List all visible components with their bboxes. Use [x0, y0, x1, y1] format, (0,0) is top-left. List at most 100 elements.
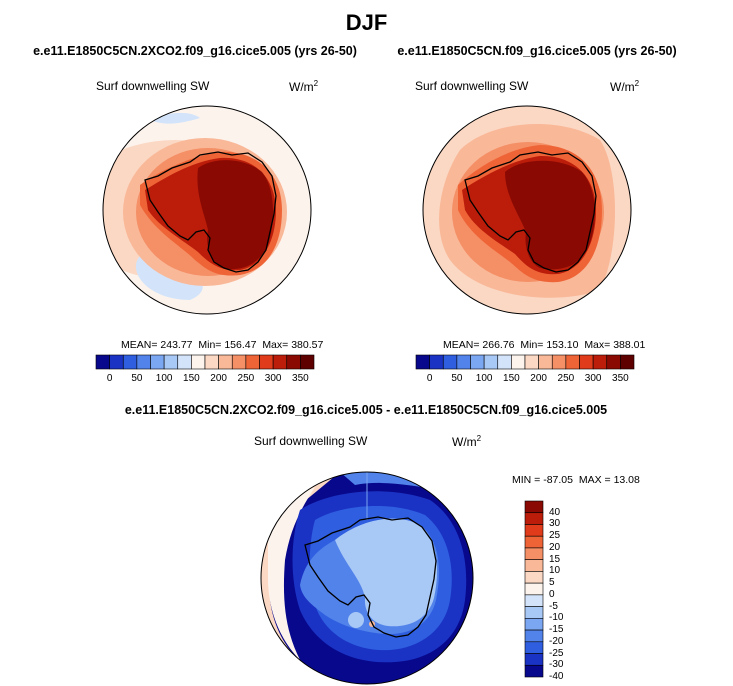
- panel2-field-band-350: [505, 160, 595, 270]
- panel3-max: 13.08: [613, 474, 640, 486]
- panel2-colorbar-box: [442, 354, 458, 370]
- panel2-colorbar-tick-label: 50: [451, 373, 463, 384]
- panel1-colorbar-tick-label: 100: [155, 373, 173, 384]
- panel1-colorbar-box: [177, 354, 192, 370]
- panel1-max: 380.57: [291, 339, 324, 351]
- panel3-field-small-patch: [348, 612, 364, 628]
- panel1-colorbar-box: [191, 354, 206, 370]
- panel2-colorbar-tick-label: 300: [584, 373, 602, 384]
- panel1-field-band-350: [197, 160, 274, 270]
- panel1-coastline: [144, 151, 277, 273]
- panel2-title: e.e11.E1850C5CN.f09_g16.cice5.005 (yrs 2…: [397, 44, 677, 58]
- panel2-colorbar-tick-label: 0: [426, 373, 433, 384]
- panel2-colorbar-box: [551, 354, 567, 370]
- panel2-colorbar-tick-label: 100: [475, 373, 493, 384]
- panel1-variable-label: Surf downwelling SW: [96, 79, 210, 93]
- panel1-colorbar-box: [231, 354, 247, 370]
- panel2-colorbar-tick-label: 150: [503, 373, 520, 384]
- panel1-colorbar-tick-label: 300: [264, 373, 282, 384]
- panel3-min: -87.05: [543, 474, 573, 486]
- panel3-units: W/m2: [452, 434, 482, 449]
- panel3-colorbar-tick-label: -10: [549, 612, 564, 624]
- panel3-colorbar-tick-label: 15: [549, 553, 561, 565]
- panel2-stats: MEAN= 266.76 Min= 153.10 Max= 388.01: [443, 339, 646, 351]
- panel1-units: W/m2: [289, 79, 319, 94]
- panel3-colorbar-tick-label: -15: [549, 624, 564, 636]
- panel1-colorbar-tick-label: 350: [292, 373, 309, 384]
- panel3-colorbar-box: [524, 618, 544, 631]
- panel3-map: [260, 471, 474, 685]
- panel1-colorbar-box: [218, 354, 233, 370]
- panel3-colorbar-tick-label: -40: [549, 671, 564, 682]
- panel3-colorbar-tick-label: -20: [549, 635, 564, 647]
- panel2-colorbar-box: [456, 354, 471, 370]
- panel1-colorbar: [95, 354, 315, 370]
- panel2-colorbar: [415, 354, 635, 370]
- panel3-colorbar-box: [524, 664, 544, 678]
- panel2-colorbar-box: [538, 354, 553, 370]
- panel1-map-border: [102, 105, 312, 315]
- panel2-colorbar-box: [511, 354, 526, 370]
- panel3-stats: MIN = -87.05 MAX = 13.08: [512, 474, 640, 486]
- panel2-colorbar-box: [620, 354, 635, 370]
- panel3-colorbar-box: [524, 524, 544, 537]
- panel3-colorbar-tick-label: 40: [549, 506, 561, 518]
- panel2-colorbar-box: [429, 354, 444, 370]
- panel3-colorbar-box: [524, 535, 544, 549]
- panel1-colorbar-box: [163, 354, 179, 370]
- panel1-colorbar-tick-label: 150: [183, 373, 200, 384]
- panel3-colorbar-box: [524, 582, 544, 596]
- panel3-colorbar-box: [524, 559, 544, 572]
- panel3-colorbar-box: [524, 629, 544, 643]
- panel3-colorbar-tick-label: 10: [549, 565, 561, 577]
- panel3-colorbar-tick-label: 25: [549, 530, 561, 542]
- panel2-coastline: [464, 151, 597, 273]
- panel1-colorbar-box: [259, 354, 274, 370]
- panel3-colorbar-tick-label: 0: [549, 588, 555, 600]
- panel3-colorbar-tick-label: -30: [549, 659, 564, 671]
- panel2-colorbar-box: [524, 354, 539, 370]
- panel2-max: 388.01: [613, 339, 646, 351]
- panel1-colorbar-box: [136, 354, 151, 370]
- panel1-colorbar-tick-label: 250: [237, 373, 255, 384]
- panel3-colorbar-tick-label: 20: [549, 541, 561, 553]
- panel1-colorbar-box: [204, 354, 219, 370]
- panel2-map-border: [422, 105, 632, 315]
- panel3-colorbar-tick-label: 30: [549, 518, 561, 530]
- panel3-colorbar-box: [524, 512, 544, 525]
- panel2-units: W/m2: [610, 79, 640, 94]
- panel2-colorbar-box: [579, 354, 594, 370]
- panel3-colorbar-box: [524, 606, 544, 619]
- panel3-colorbar-box: [524, 500, 544, 514]
- panel3-colorbar-box: [524, 641, 544, 654]
- panel1-colorbar-box: [95, 354, 110, 370]
- panel3-map-border: [260, 471, 474, 685]
- panel2-colorbar-box: [497, 354, 512, 370]
- panel3-colorbar-box: [524, 571, 544, 584]
- panel1-map: [102, 105, 312, 315]
- panel1-colorbar-box: [272, 354, 288, 370]
- panel2-colorbar-tick-label: 350: [612, 373, 629, 384]
- panel1-colorbar-box: [150, 354, 165, 370]
- panel3-colorbar: [524, 500, 544, 678]
- panel1-colorbar-box: [300, 354, 315, 370]
- panel3-colorbar-tick-label: -25: [549, 647, 564, 659]
- panel2-colorbar-box: [470, 354, 485, 370]
- panel1-colorbar-box: [122, 354, 138, 370]
- panel2-colorbar-box: [565, 354, 580, 370]
- panel3-variable-label: Surf downwelling SW: [254, 434, 368, 448]
- panel3-colorbar-tick-label: -5: [549, 600, 558, 612]
- panel1-colorbar-tick-label: 50: [131, 373, 143, 384]
- panel3-field-band-north: [340, 472, 440, 490]
- panel1-colorbar-box: [109, 354, 124, 370]
- figure-title: DJF: [345, 10, 388, 35]
- panel1-colorbar-tick-label: 0: [106, 373, 113, 384]
- panel3-colorbar-box: [524, 547, 544, 560]
- panel3-colorbar-box: [524, 594, 544, 607]
- panel2-colorbar-tick-label: 250: [557, 373, 575, 384]
- panel1-mean: 243.77: [160, 339, 193, 351]
- panel2-colorbar-tick-label: 200: [530, 373, 547, 384]
- panel1-colorbar-tick-label: 200: [210, 373, 227, 384]
- panel2-colorbar-box: [592, 354, 608, 370]
- panel2-variable-label: Surf downwelling SW: [415, 79, 529, 93]
